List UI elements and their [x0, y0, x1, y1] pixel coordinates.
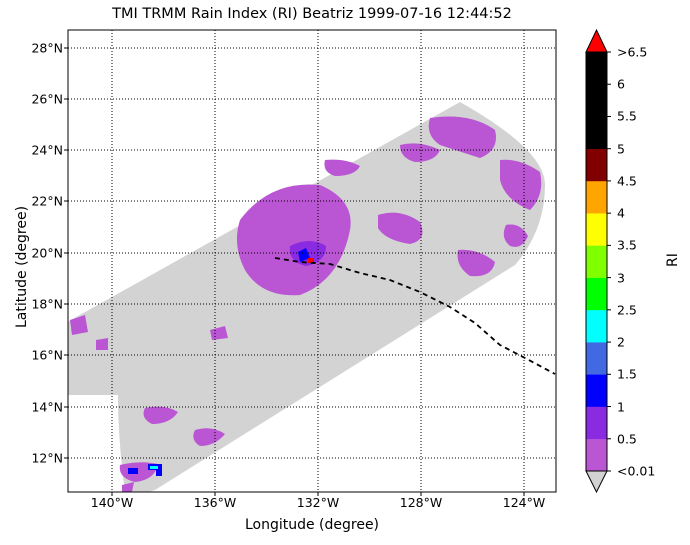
- x-tick-label: 128°W: [399, 495, 443, 510]
- graticule: [68, 30, 556, 492]
- colorbar-tick-label: 1.5: [617, 366, 637, 382]
- x-tick-label: 124°W: [502, 495, 546, 510]
- y-tick-label: 22°N: [31, 193, 63, 209]
- rain-patch: [193, 428, 225, 446]
- colorbar-segment: [586, 84, 607, 117]
- y-tick-label: 20°N: [31, 245, 63, 261]
- colorbar-tick-label: 2: [617, 334, 625, 350]
- colorbar-tick-label: 5: [617, 141, 625, 157]
- y-tick-label: 24°N: [31, 142, 63, 158]
- rain-patch: [122, 482, 134, 492]
- rain-patch: [500, 159, 542, 210]
- colorbar-tick-label: 1: [617, 399, 625, 415]
- tick-marks: [64, 47, 525, 496]
- colorbar-label: RI: [665, 253, 681, 267]
- y-tick-label: 28°N: [31, 40, 63, 56]
- colorbar-tick-label: 3: [617, 270, 625, 286]
- rain-patch: [400, 143, 440, 162]
- storm-peak: [308, 258, 314, 263]
- colorbar-tick-label: 4.5: [617, 173, 637, 189]
- colorbar-tick-label: 2.5: [617, 302, 637, 318]
- colorbar-segment: [586, 116, 607, 149]
- axes-frame: [67, 29, 557, 493]
- y-tick-label: 16°N: [31, 347, 63, 363]
- x-tick-label: 132°W: [296, 495, 340, 510]
- y-tick-label: 18°N: [31, 296, 63, 312]
- satellite-swath: [68, 102, 545, 492]
- rain-cell: [150, 466, 158, 469]
- rain-patch: [378, 212, 423, 244]
- storm-eye: [298, 248, 310, 262]
- colorbar-tick-label: 4: [617, 205, 625, 221]
- rain-patches: [70, 116, 542, 492]
- rain-cell: [156, 470, 162, 476]
- colorbar-tick-label: 3.5: [617, 237, 637, 253]
- rain-patch: [324, 159, 360, 176]
- rain-patch: [236, 184, 351, 296]
- colorbar-segment: [586, 277, 607, 311]
- rain-cell: [128, 468, 138, 474]
- colorbar-segment: [586, 406, 607, 440]
- x-tick-label: 140°W: [90, 495, 134, 510]
- rain-patch: [96, 338, 108, 350]
- x-tick-label: 136°W: [193, 495, 237, 510]
- colorbar-segment: [586, 342, 607, 375]
- colorbar-segment: [586, 374, 607, 407]
- map-title: TMI TRMM Rain Index (RI) Beatriz 1999-07…: [112, 6, 512, 22]
- colorbar-segment: [586, 52, 607, 85]
- colorbar: [585, 28, 611, 494]
- colorbar-tick-label: 5.5: [617, 108, 637, 124]
- x-axis-label: Longitude (degree): [244, 517, 380, 533]
- colorbar-segment: [586, 245, 607, 278]
- colorbar-segment: [586, 213, 607, 246]
- storm-track: [274, 257, 556, 375]
- colorbar-over-arrow: [585, 28, 608, 53]
- colorbar-segment: [586, 148, 607, 182]
- colorbar-segment: [586, 180, 607, 214]
- rain-patch: [70, 315, 88, 335]
- y-tick-label: 14°N: [31, 399, 63, 415]
- colorbar-segment: [586, 309, 607, 343]
- colorbar-frame: [585, 51, 608, 472]
- rain-patch: [143, 406, 178, 424]
- rain-patch: [503, 224, 528, 247]
- y-tick-label: 26°N: [31, 91, 63, 107]
- rain-patch: [457, 249, 495, 277]
- colorbar-tick-label: <0.01: [617, 463, 656, 479]
- colorbar-tick-label: >6.5: [617, 44, 648, 60]
- colorbar-segment: [586, 438, 607, 472]
- colorbar-tick-label: 0.5: [617, 431, 637, 447]
- map-plot-area: [68, 30, 556, 492]
- y-tick-label: 12°N: [31, 450, 63, 466]
- colorbar-tick-label: 6: [617, 76, 625, 92]
- colorbar-under-arrow: [585, 470, 608, 494]
- rain-patch: [428, 116, 496, 158]
